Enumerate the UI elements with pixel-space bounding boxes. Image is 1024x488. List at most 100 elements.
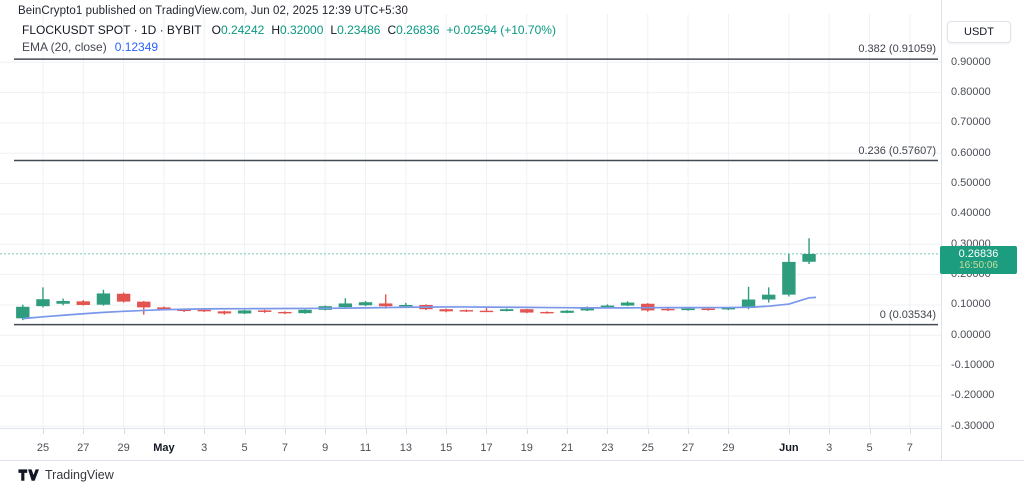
candle-Jun-1[interactable] <box>782 261 796 295</box>
candle-May-21[interactable] <box>560 310 574 313</box>
close-value: 0.26836 <box>396 23 440 37</box>
ema-indicator-label[interactable]: EMA (20, close) <box>22 40 107 54</box>
time-tick-mark <box>909 429 911 434</box>
high-label: H <box>271 23 280 37</box>
time-tick-mark <box>42 429 44 434</box>
candle-Apr-28[interactable] <box>96 293 111 305</box>
candle-May-24[interactable] <box>620 302 635 306</box>
time-tick-label: 25 <box>641 442 654 454</box>
open-value: 0.24242 <box>220 23 265 37</box>
time-tick-mark <box>284 429 286 434</box>
candle-May-22[interactable] <box>580 307 594 311</box>
time-tick-mark <box>788 429 790 434</box>
time-tick-label: Jun <box>779 442 799 454</box>
time-tick-mark <box>526 429 528 434</box>
symbol-title[interactable]: FLOCKUSDT SPOT · 1D · BYBIT <box>22 23 202 37</box>
candle-May-10[interactable] <box>338 303 353 308</box>
time-tick-label: 27 <box>77 442 90 454</box>
candle-May-1[interactable] <box>157 307 171 310</box>
tradingview-logo[interactable]: TradingView <box>18 468 114 482</box>
candle-May-11[interactable] <box>358 302 373 306</box>
time-tick-mark <box>607 429 609 434</box>
time-tick-mark <box>83 429 85 434</box>
attribution-text: BeinCrypto1 published on TradingView.com… <box>18 5 408 17</box>
time-tick-mark <box>325 429 327 434</box>
change-value: +0.02594 (+10.70%) <box>446 23 556 37</box>
time-tick-mark <box>728 429 730 434</box>
time-tick-label: 27 <box>681 442 695 454</box>
candle-May-13[interactable] <box>399 304 413 307</box>
price-axis[interactable]: USDT 0.90000 0.80000 0.70000 0.60000 0.50000… <box>940 0 1024 460</box>
candle-May-12[interactable] <box>378 303 393 307</box>
time-tick-mark <box>365 429 367 434</box>
price-tick-label: 0.80000 <box>951 86 991 99</box>
price-tick-label: 0.40000 <box>951 207 991 220</box>
candle-May-4[interactable] <box>217 311 232 314</box>
time-tick-label: 29 <box>117 442 130 454</box>
candle-May-26[interactable] <box>661 308 675 311</box>
low-label: L <box>330 23 338 37</box>
ema-line[interactable] <box>22 296 817 320</box>
time-tick-mark <box>829 429 831 434</box>
candle-May-31[interactable] <box>762 294 776 300</box>
time-tick-label: 15 <box>440 442 453 454</box>
candle-May-3[interactable] <box>197 309 211 312</box>
candle-May-28[interactable] <box>701 308 715 311</box>
candle-May-23[interactable] <box>600 305 615 308</box>
candle-May-2[interactable] <box>177 309 191 312</box>
low-value: 0.23486 <box>337 23 381 37</box>
fib-level-label: 0.236 (0.57607) <box>858 144 936 157</box>
ema-value: 0.12349 <box>114 40 159 54</box>
candle-Jun-2[interactable] <box>802 253 816 262</box>
candle-May-18[interactable] <box>499 309 514 312</box>
candle-May-5[interactable] <box>237 310 252 314</box>
candle-Apr-30[interactable] <box>137 301 151 308</box>
time-tick-label: 19 <box>520 442 533 454</box>
high-value: 0.32000 <box>280 23 324 37</box>
candle-May-17[interactable] <box>479 310 494 313</box>
candle-May-6[interactable] <box>258 310 272 312</box>
time-tick-mark <box>869 429 871 434</box>
time-tick-label: 21 <box>560 442 574 454</box>
currency-badge[interactable]: USDT <box>947 21 1011 43</box>
candle-May-20[interactable] <box>540 311 554 314</box>
tradingview-brand-text: TradingView <box>45 467 114 482</box>
time-tick-mark <box>647 429 649 434</box>
candle-May-7[interactable] <box>278 311 292 314</box>
time-tick-mark <box>244 429 246 434</box>
price-tick-label: 0.00000 <box>951 328 991 341</box>
candle-Apr-27[interactable] <box>76 301 90 305</box>
candle-Apr-24[interactable] <box>16 306 30 319</box>
time-axis[interactable]: 25 27 29 May 3 5 7 9 11 13 15 17 19 21 23 25 27 29 Jun 3 5 7 <box>0 428 941 461</box>
time-tick-mark <box>688 429 690 434</box>
time-tick-mark <box>486 429 488 434</box>
candle-May-19[interactable] <box>520 309 534 313</box>
time-tick-label: May <box>153 442 175 454</box>
tradingview-icon <box>18 468 39 481</box>
time-tick-label: 7 <box>281 442 288 454</box>
last-price-value: 0.26836 <box>958 247 999 260</box>
candle-May-27[interactable] <box>681 308 695 311</box>
candle-May-16[interactable] <box>459 310 474 312</box>
candle-Apr-26[interactable] <box>56 301 70 304</box>
time-tick-mark <box>567 429 569 434</box>
candle-Apr-29[interactable] <box>116 293 131 302</box>
ohlc-open: O0.24242 <box>212 23 265 37</box>
chart-legend: FLOCKUSDT SPOT · 1D · BYBIT O0.24242 H0.32… <box>22 22 556 55</box>
candle-Apr-25[interactable] <box>36 299 50 307</box>
candle-May-29[interactable] <box>721 308 736 310</box>
price-chart-plot[interactable] <box>0 0 941 428</box>
candle-May-8[interactable] <box>298 309 312 314</box>
price-tick-label: 0.10000 <box>951 298 991 311</box>
time-tick-mark <box>204 429 206 434</box>
candle-May-15[interactable] <box>439 309 453 312</box>
price-tick-label: 0.70000 <box>951 116 991 129</box>
ohlc-low: L0.23486 <box>330 23 380 37</box>
time-tick-label: 11 <box>359 442 372 454</box>
last-price-badge: 0.26836 16:50:06 <box>940 245 1017 274</box>
time-tick-label: 3 <box>201 442 208 454</box>
candle-May-30[interactable] <box>741 299 756 309</box>
time-tick-mark <box>446 429 448 434</box>
price-tick-label: 0.90000 <box>951 55 991 68</box>
